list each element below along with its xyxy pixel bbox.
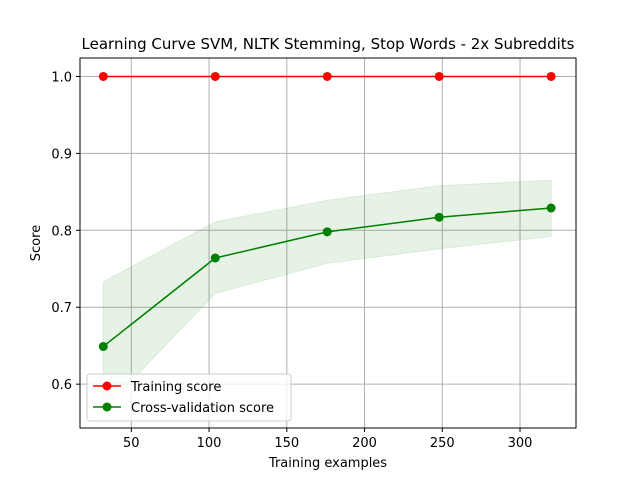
plot-frame xyxy=(79,57,577,429)
y-tick-label: 0.7 xyxy=(51,301,72,316)
x-tick-label: 300 xyxy=(508,436,533,451)
series-points xyxy=(98,71,556,351)
data-point xyxy=(210,71,220,81)
data-point xyxy=(546,71,556,81)
x-tick-label: 250 xyxy=(430,436,455,451)
data-point xyxy=(98,341,108,351)
legend-marker xyxy=(102,402,112,412)
legend-box xyxy=(86,373,292,422)
legend-label: Cross-validation score xyxy=(131,401,274,416)
x-tick-label: 150 xyxy=(274,436,299,451)
x-axis-ticks: 50 100 150 200 250 300 xyxy=(123,428,532,451)
confidence-band-1 xyxy=(102,179,552,412)
data-point xyxy=(322,71,332,81)
data-point xyxy=(322,227,332,237)
data-point xyxy=(546,203,556,213)
y-tick-label: 0.9 xyxy=(51,147,72,162)
data-point xyxy=(210,253,220,263)
data-point xyxy=(434,71,444,81)
y-tick-label: 1.0 xyxy=(51,70,72,85)
x-tick-label: 50 xyxy=(123,436,140,451)
chart-title: Learning Curve SVM, NLTK Stemming, Stop … xyxy=(82,35,575,53)
legend-marker xyxy=(102,381,112,391)
legend: Training score Cross-validation score xyxy=(86,373,292,422)
confidence-bands xyxy=(102,75,552,412)
x-tick-label: 200 xyxy=(352,436,377,451)
y-tick-label: 0.8 xyxy=(51,224,72,239)
y-axis-ticks: 0.6 0.7 0.8 0.9 1.0 xyxy=(51,70,80,393)
data-point xyxy=(98,71,108,81)
x-axis-label: Training examples xyxy=(268,456,387,471)
y-tick-label: 0.6 xyxy=(51,378,72,393)
x-tick-label: 100 xyxy=(197,436,222,451)
data-point xyxy=(434,212,444,222)
legend-label: Training score xyxy=(130,380,221,395)
y-axis-label: Score xyxy=(29,225,44,261)
